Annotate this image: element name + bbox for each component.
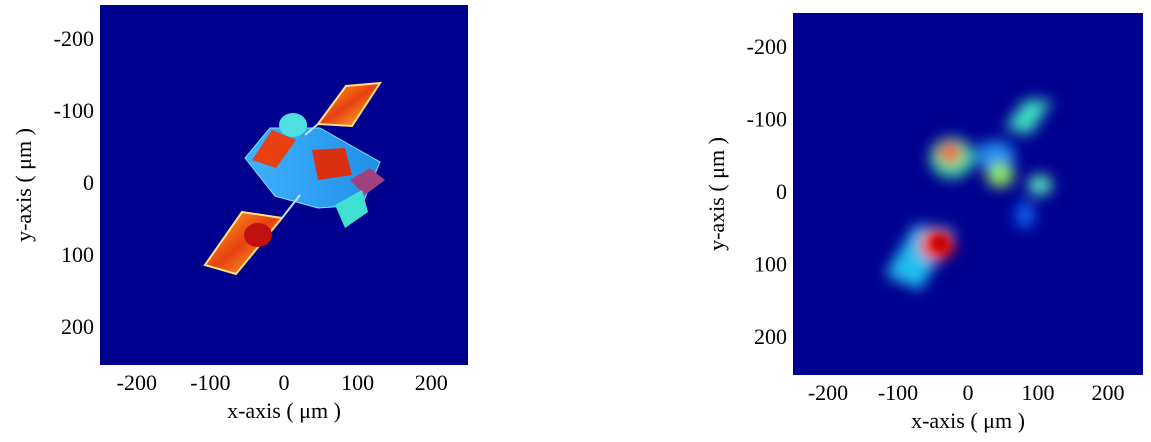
x-axis-label: x-axis ( μm ) (227, 398, 341, 423)
y-tick-label: 200 (61, 314, 94, 339)
y-tick-label: -100 (747, 107, 787, 132)
x-axis-label: x-axis ( μm ) (911, 408, 1025, 433)
plot-area (793, 13, 1143, 375)
y-tick-label: -200 (54, 26, 94, 51)
y-axis-label: y-axis ( μm ) (704, 137, 729, 251)
blurred-image (885, 100, 1052, 290)
y-tick-label: 100 (754, 251, 787, 276)
y-tick-label: 200 (754, 324, 787, 349)
x-tick-label: 200 (1092, 380, 1125, 405)
x-tick-label: -200 (808, 380, 848, 405)
y-tick-label: -200 (747, 34, 787, 59)
x-tick-label: 0 (963, 380, 974, 405)
x-tick-label: -100 (878, 380, 918, 405)
x-tick-label: 100 (1022, 380, 1055, 405)
y-axis-label: y-axis ( μm ) (11, 128, 36, 242)
y-tick-label: -100 (54, 98, 94, 123)
x-tick-label: -200 (117, 370, 157, 395)
x-tick-label: 200 (415, 370, 448, 395)
backgrounds (100, 5, 1143, 375)
satellite-image (203, 81, 385, 276)
y-tick-label: 100 (61, 242, 94, 267)
x-tick-label: -100 (190, 370, 230, 395)
y-tick-label: 0 (83, 170, 94, 195)
y-tick-label: 0 (776, 179, 787, 204)
x-tick-label: 0 (279, 370, 290, 395)
x-tick-label: 100 (341, 370, 374, 395)
